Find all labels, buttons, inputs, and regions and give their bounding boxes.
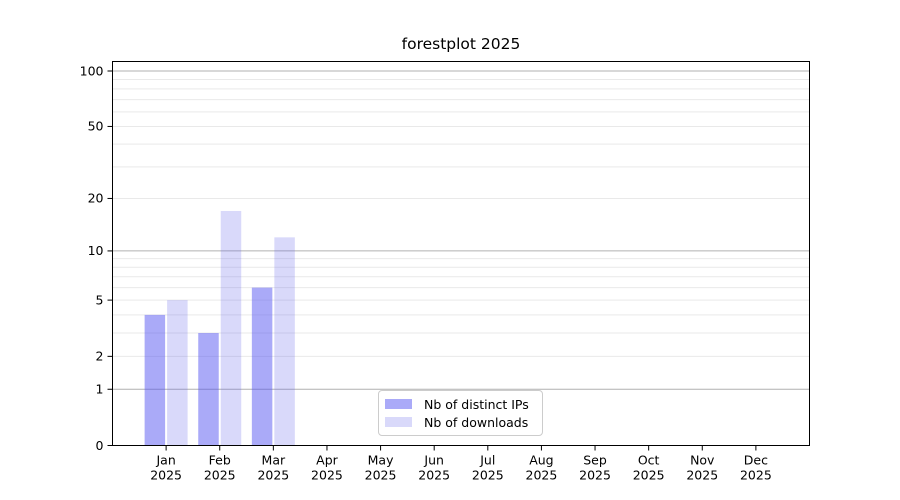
x-tick-label: Sep 2025	[579, 453, 611, 483]
legend-item-distinct-ips: Nb of distinct IPs	[385, 397, 536, 412]
x-tick-label: Jun 2025	[418, 453, 450, 483]
x-axis-labels: Jan 2025 Feb 2025 Mar 2025 Apr 2025 May 2025 Jun 20…	[150, 453, 772, 483]
bar-series-1	[167, 210, 295, 446]
minor-gridlines	[112, 78, 810, 357]
y-tick-label: 20	[88, 191, 104, 206]
x-tick-label: Feb 2025	[204, 453, 236, 483]
major-gridlines	[112, 70, 810, 390]
bar	[198, 333, 219, 446]
x-tick-label: Jul 2025	[472, 453, 504, 483]
x-tick-label: May 2025	[365, 453, 397, 483]
y-tick-label: 100	[80, 63, 104, 78]
legend-swatch-distinct-ips	[385, 399, 412, 409]
bar-series-0	[144, 287, 273, 446]
y-tick-label: 50	[88, 119, 104, 134]
x-tick-label: Nov 2025	[686, 453, 718, 483]
y-tick-label: 1	[96, 382, 104, 397]
bar	[251, 287, 273, 446]
legend-swatch-downloads	[385, 417, 412, 427]
x-tick-label: Jan 2025	[150, 453, 182, 483]
y-tick-label: 5	[96, 292, 104, 307]
x-tick-label: Dec 2025	[740, 453, 772, 483]
y-tick-label: 0	[96, 438, 104, 453]
y-axis-ticks	[107, 70, 113, 446]
x-tick-label: Mar 2025	[257, 453, 289, 483]
bar	[167, 300, 188, 446]
bar	[220, 210, 242, 446]
chart-title: forestplot 2025	[401, 35, 521, 53]
legend-label-distinct-ips: Nb of distinct IPs	[424, 396, 529, 412]
x-tick-label: Apr 2025	[311, 453, 343, 483]
y-tick-label: 2	[96, 349, 104, 364]
x-axis-ticks	[165, 445, 757, 451]
x-tick-label: Oct 2025	[633, 453, 665, 483]
x-tick-label: Aug 2025	[526, 453, 558, 483]
chart-legend: Nb of distinct IPs Nb of downloads	[378, 390, 543, 436]
y-axis-labels: 0 1 2 5 10 20 50 100	[80, 63, 104, 453]
legend-label-downloads: Nb of downloads	[424, 414, 529, 430]
bar	[144, 314, 166, 446]
y-tick-label: 10	[88, 243, 104, 258]
legend-item-downloads: Nb of downloads	[385, 415, 536, 430]
plot-border	[112, 61, 810, 446]
bar	[274, 237, 295, 446]
